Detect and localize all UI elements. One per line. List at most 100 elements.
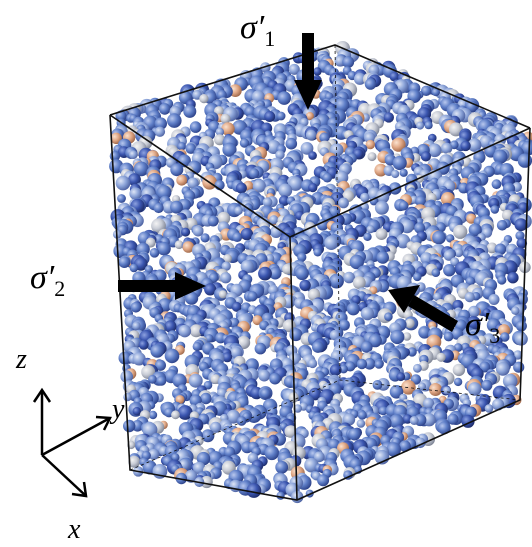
particle — [236, 183, 247, 194]
particle — [200, 393, 211, 404]
particle — [260, 388, 271, 399]
stress-label: σ′2 — [30, 259, 65, 301]
particle — [193, 342, 202, 351]
particle — [373, 380, 383, 390]
particle — [465, 292, 475, 302]
particle — [489, 294, 500, 305]
particle — [432, 231, 446, 245]
particle — [264, 111, 275, 122]
particle — [116, 176, 131, 191]
particle — [347, 302, 360, 315]
particle — [516, 321, 527, 332]
axes-triad — [34, 390, 110, 496]
particle — [278, 184, 292, 198]
particle — [357, 419, 366, 428]
particle — [405, 319, 415, 329]
particle — [342, 56, 354, 68]
particle — [118, 256, 130, 268]
particle — [400, 169, 408, 177]
particle — [429, 383, 442, 396]
particle — [353, 276, 366, 289]
particle — [258, 267, 272, 281]
particle — [247, 483, 262, 498]
particle — [338, 198, 349, 209]
particle-packing — [109, 41, 532, 503]
particle — [324, 236, 338, 250]
particle — [413, 364, 422, 373]
particle — [156, 376, 166, 386]
particle — [234, 206, 243, 215]
particle — [323, 173, 333, 183]
axis-label: z — [15, 344, 27, 375]
particle — [497, 275, 506, 284]
particle — [491, 205, 500, 214]
particle — [384, 312, 393, 321]
particle — [306, 130, 317, 141]
particle — [249, 168, 259, 178]
particle — [208, 216, 219, 227]
particle — [232, 232, 242, 242]
particle — [376, 228, 388, 240]
particle — [314, 248, 322, 256]
particle — [348, 428, 360, 440]
arrow-shaft — [118, 280, 178, 292]
particle — [277, 91, 291, 105]
x-axis — [42, 455, 86, 496]
particle — [441, 143, 452, 154]
particle — [421, 151, 431, 161]
particle — [468, 382, 482, 396]
particle — [481, 380, 492, 391]
particle — [159, 103, 171, 115]
figure: σ′1 σ′2 σ′3 z y x — [0, 0, 532, 547]
particle — [507, 272, 518, 283]
particle — [289, 328, 302, 341]
particle — [329, 274, 344, 289]
axis-label: x — [67, 514, 81, 545]
particle — [365, 78, 376, 89]
particle — [123, 420, 135, 432]
particle — [176, 175, 187, 186]
particle — [357, 359, 367, 369]
particle — [131, 302, 142, 313]
particle — [511, 307, 519, 315]
particle — [220, 272, 231, 283]
particle — [390, 330, 404, 344]
particle — [247, 291, 257, 301]
particle — [199, 94, 208, 103]
particle — [130, 264, 139, 273]
particle — [485, 404, 494, 413]
particle — [393, 156, 407, 170]
particle — [123, 393, 131, 401]
particle — [201, 233, 210, 242]
particle — [416, 122, 424, 130]
particle — [308, 359, 317, 368]
particle — [129, 150, 138, 159]
particle — [396, 372, 405, 381]
particle — [258, 370, 270, 382]
particle — [269, 373, 281, 385]
particle — [432, 268, 441, 277]
particle — [155, 127, 165, 137]
particle — [190, 121, 202, 133]
particle — [367, 225, 375, 233]
particle — [368, 152, 377, 161]
particle — [361, 307, 374, 320]
particle — [492, 179, 502, 189]
particle — [460, 141, 470, 151]
particle — [181, 228, 190, 237]
particle — [308, 151, 317, 160]
particle — [275, 461, 288, 474]
particle — [518, 153, 532, 167]
particle — [133, 407, 141, 415]
particle — [277, 492, 285, 500]
arrow-shaft — [302, 33, 314, 83]
particle — [317, 474, 329, 486]
particle — [358, 411, 367, 420]
axis-label: y — [109, 394, 125, 425]
particle — [255, 343, 267, 355]
particle — [443, 264, 455, 276]
particle — [454, 378, 462, 386]
particle — [277, 112, 286, 121]
particle — [312, 341, 324, 353]
particle — [313, 67, 321, 75]
